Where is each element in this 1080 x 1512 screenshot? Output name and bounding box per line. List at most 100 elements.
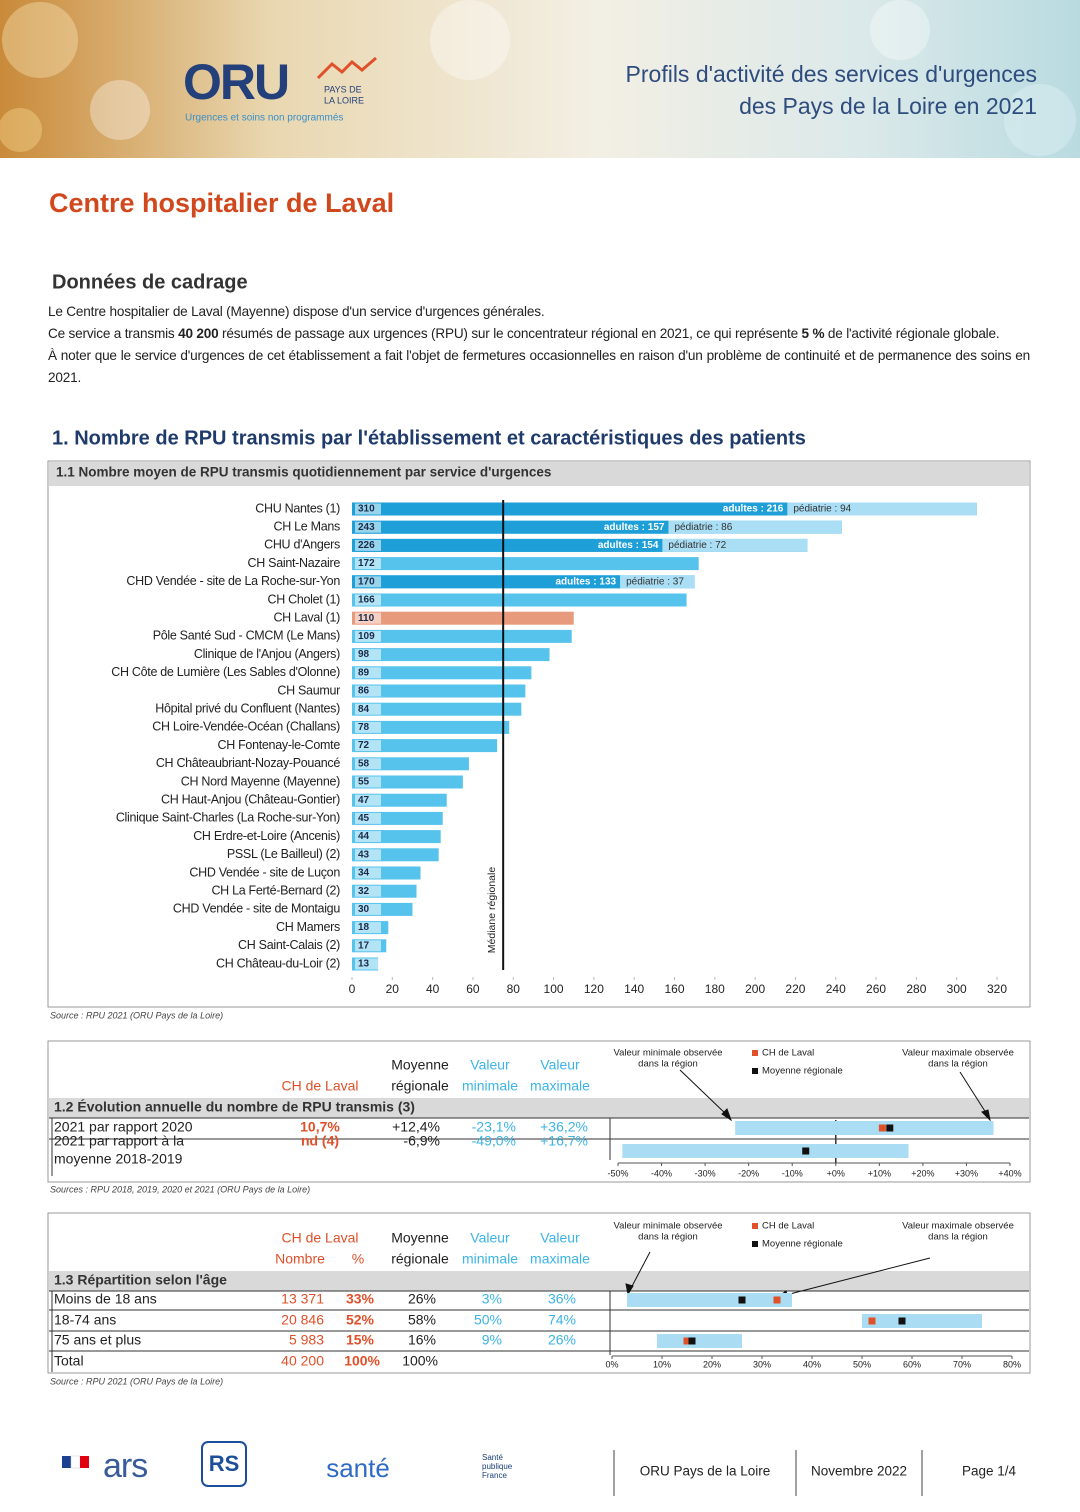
value-label: 170 [358, 576, 375, 587]
value-label: 109 [358, 631, 375, 642]
footer-lines [613, 1450, 923, 1496]
value-label-bg [355, 667, 381, 679]
x-tick-label: -30% [695, 1168, 716, 1178]
bar [352, 702, 522, 716]
x-tick-label: 40 [426, 982, 440, 996]
column-header: Nombre [275, 1251, 325, 1267]
column-header: maximale [530, 1251, 590, 1267]
logo-spf: Santé [482, 1453, 503, 1462]
count-value: 20 846 [281, 1312, 324, 1328]
doc-title: des Pays de la Loire en 2021 [739, 93, 1037, 119]
value-label-bg [355, 794, 381, 806]
ch-marker [868, 1317, 876, 1325]
category-label: CH Mamers [276, 920, 340, 934]
category-label: CH Erdre-et-Loire (Ancenis) [193, 829, 340, 843]
range-bar [862, 1314, 982, 1328]
table-section-title: 1.3 Répartition selon l'âge [54, 1272, 227, 1288]
value-label: 43 [358, 849, 370, 860]
value-label-bg [355, 503, 381, 515]
x-tick-label: -20% [738, 1168, 759, 1178]
x-tick-label: 10% [653, 1359, 671, 1369]
bar-segment [662, 538, 808, 552]
rs-logo-frame [201, 1441, 247, 1487]
category-label: CH Fontenay-le-Comte [217, 738, 340, 752]
x-tick-label: 0 [349, 982, 356, 996]
count-value: 13 371 [281, 1291, 324, 1307]
value-label-bg [355, 576, 381, 588]
box-1-2-head [49, 1098, 1029, 1118]
bar-segment [352, 520, 669, 534]
category-label: CH Château-du-Loir (2) [216, 956, 340, 970]
category-label: CH Côte de Lumière (Les Sables d'Olonne) [111, 665, 340, 679]
value-label: 243 [358, 522, 375, 533]
value-label: 44 [358, 831, 370, 842]
legend-label: Moyenne régionale [762, 1066, 843, 1077]
box-1-1 [47, 460, 1031, 1008]
logo-wave [316, 56, 377, 80]
footer-org: ORU Pays de la Loire [640, 1464, 771, 1479]
x-tick-label: 40% [803, 1359, 821, 1369]
min-value: 9% [482, 1332, 502, 1348]
mean-value: 58% [408, 1312, 436, 1328]
segment-label: adultes : 216 [723, 504, 784, 515]
legend-label: Moyenne régionale [762, 1239, 843, 1250]
legend-swatch [752, 1241, 758, 1247]
category-label: CH Loire-Vendée-Océan (Challans) [152, 720, 340, 734]
value-label: 172 [358, 558, 375, 569]
x-tick-label: 100 [544, 982, 564, 996]
logo-rs: RS [209, 1451, 240, 1476]
text-run: 40 200 [178, 326, 219, 341]
range-bar [622, 1144, 909, 1158]
min-value: -49,0% [472, 1133, 516, 1149]
x-tick-label: 120 [584, 982, 604, 996]
segment-label: adultes : 154 [598, 540, 659, 551]
value-label: 18 [358, 922, 370, 933]
x-tick-label: 60% [903, 1359, 921, 1369]
box-1-3 [47, 1212, 1031, 1374]
category-label: PSSL (Le Bailleul) (2) [227, 847, 340, 861]
value-label: 89 [358, 667, 370, 678]
max-value: +16,7% [540, 1133, 588, 1149]
category-label: CH Châteaubriant-Nozay-Pouancé [156, 756, 341, 770]
x-tick-label: 50% [853, 1359, 871, 1369]
ch-value: 10,7% [300, 1119, 340, 1135]
annotation: dans la région [638, 1232, 698, 1243]
box-1-3-head [49, 1271, 1029, 1291]
bar-segment [352, 502, 788, 516]
bar-segment [668, 520, 842, 534]
ch-marker [878, 1124, 886, 1132]
bar [352, 648, 550, 662]
ch-value: nd (4) [301, 1133, 339, 1149]
bar [352, 666, 532, 680]
value-label-bg [355, 740, 381, 752]
x-tick-label: 30% [753, 1359, 771, 1369]
value-label: 32 [358, 886, 370, 897]
column-header: CH de Laval [281, 1078, 358, 1094]
row-label: Moins de 18 ans [54, 1291, 157, 1307]
box-1-1-head [49, 462, 1029, 486]
bar [352, 757, 469, 771]
annotation: dans la région [928, 1059, 988, 1070]
value-label: 34 [358, 868, 370, 879]
value-label: 110 [358, 613, 375, 624]
column-header: Valeur [470, 1230, 510, 1246]
value-label-bg [355, 539, 381, 551]
x-tick-label: 60 [466, 982, 480, 996]
column-header: Valeur [540, 1057, 580, 1073]
count-value: 5 983 [289, 1332, 324, 1348]
value-label-bg [355, 831, 381, 843]
column-header: % [352, 1251, 364, 1267]
row-label: Total [54, 1353, 84, 1369]
category-label: CH La Ferté-Bernard (2) [211, 883, 340, 897]
intro-text: Le Centre hospitalier de Laval (Mayenne)… [48, 301, 1030, 389]
x-tick-label: -10% [782, 1168, 803, 1178]
text-run: Le Centre hospitalier de Laval (Mayenne)… [48, 304, 545, 319]
column-header: Moyenne [391, 1230, 449, 1246]
table-lines [49, 1117, 1029, 1372]
x-tick-label: 200 [745, 982, 765, 996]
row-label: 75 ans et plus [54, 1332, 141, 1348]
annotation: Valeur maximale observée [902, 1048, 1014, 1059]
segment-label: adultes : 133 [555, 576, 616, 587]
column-header: minimale [462, 1251, 518, 1267]
